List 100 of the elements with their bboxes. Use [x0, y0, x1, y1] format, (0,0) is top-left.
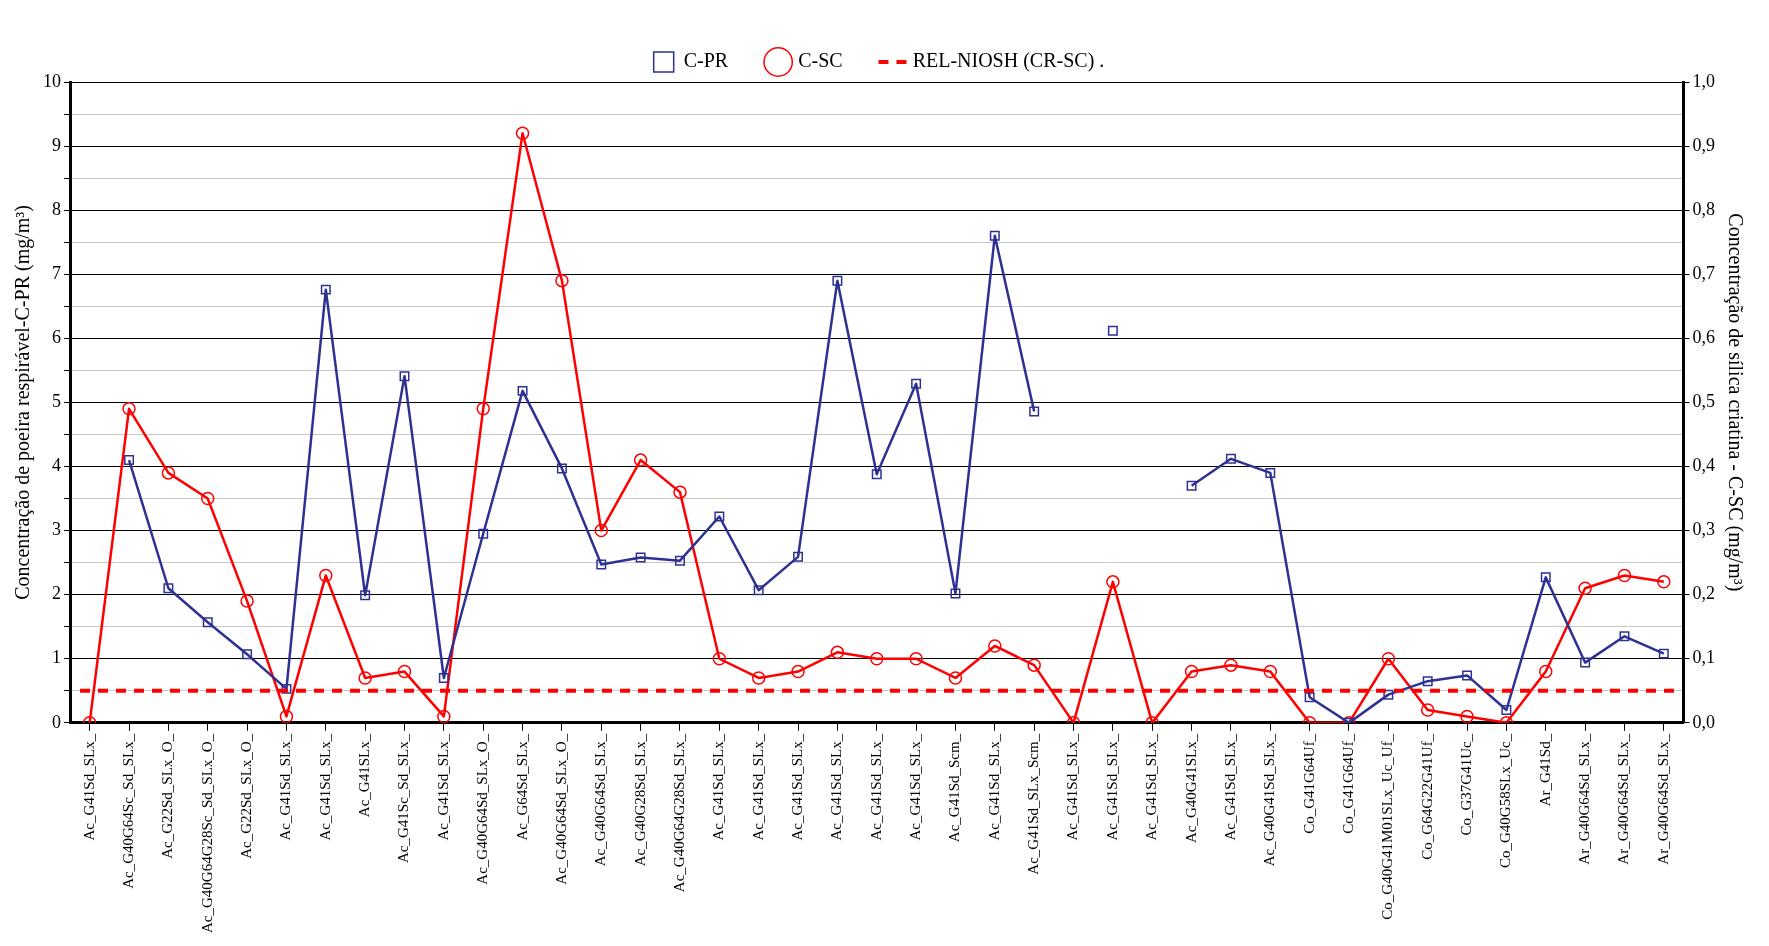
point [1578, 581, 1592, 596]
point [594, 523, 609, 538]
x-tick-label: Ac_G41Sd_SLx_ [434, 733, 451, 841]
point [1224, 658, 1238, 672]
legend-label: REL-NIOSH (CR-SC) . [912, 49, 1105, 73]
x-tick-label: Ac_G41Sd_SLx_ [316, 733, 333, 841]
x-tick-label: Ac_G41Sd_SLx_ [1064, 733, 1081, 841]
y2-tick-label: 0,3 [1692, 519, 1715, 540]
point [397, 664, 412, 679]
point [1462, 670, 1473, 681]
y-tick-label: 8 [52, 198, 61, 219]
point [556, 463, 567, 474]
point [476, 402, 490, 416]
x-tick-label: Ar_G40G64Sd_SLx_ [1615, 733, 1632, 865]
x-tick-label: Ac_G41Sd_SLx_ [828, 733, 845, 841]
point [478, 528, 489, 539]
x-tick-label: Ar_G40G64Sd_SLx_ [1654, 733, 1671, 865]
x-tick-label: Ac_G41Sd_SLx_ [1143, 733, 1160, 841]
point [1265, 467, 1276, 478]
x-tick-label: Ac_G41Sd_SLx_ [907, 733, 924, 841]
point [832, 275, 843, 286]
y-tick-label: 3 [52, 519, 61, 540]
point [161, 466, 176, 480]
y-tick-label: 4 [52, 455, 61, 476]
x-tick-label: Co_G41G64Uf_ [1300, 733, 1317, 834]
point [437, 709, 451, 723]
point [1263, 664, 1278, 679]
point [674, 555, 685, 566]
x-tick-label: Co_G40G58SLx_Uc_ [1497, 733, 1514, 868]
x-tick-label: Ac_G41Sd_SLx_ [277, 733, 294, 841]
x-tick-label: Ac_G40G41Sd_SLx_ [1261, 733, 1278, 867]
x-tick-label: Ac_G41Sc_Sd_SLx_ [395, 733, 412, 863]
y-tick-label: 2 [52, 583, 61, 604]
point [517, 385, 528, 396]
x-tick-label: Ac_G40G64G28Sd_SLx_ [670, 733, 687, 893]
point [1658, 648, 1669, 659]
point [1460, 709, 1474, 723]
y2-axis-title: Concentração de sílica criatina - C-SC (mg/m³) [1723, 213, 1747, 592]
y-tick-label: 7 [52, 262, 61, 283]
point [791, 664, 805, 679]
point [1539, 664, 1553, 679]
y2-tick-label: 0,5 [1692, 391, 1715, 412]
point [635, 552, 646, 563]
x-tick-label: Ac_G40G64Sd_SLx_O_ [474, 733, 491, 885]
x-tick-label: Ac_G41Sd_Scm_ [946, 733, 963, 843]
x-tick-label: Co_G64G22G41Uf_ [1418, 733, 1435, 860]
point [1420, 703, 1435, 717]
legend-label: C-PR [683, 49, 729, 72]
point [555, 273, 569, 288]
point [124, 455, 135, 466]
y2-tick-label: 0,6 [1692, 327, 1715, 348]
x-tick-label: Co_G37G41Uc_ [1457, 733, 1474, 836]
point [319, 568, 333, 583]
y2-tick-label: 0,7 [1692, 262, 1715, 283]
point [1027, 658, 1041, 672]
x-tick-label: Co_G41G64Uf_ [1339, 733, 1356, 834]
x-tick-label: Ac_G41Sd_SLx_ [867, 733, 884, 841]
y2-tick-label: 0,1 [1692, 647, 1715, 668]
x-tick-label: Ac_G41Sd_SLx_ [1221, 733, 1238, 841]
y2-tick-label: 0,9 [1692, 134, 1715, 155]
x-tick-label: Ac_G40G41SLx_ [1182, 733, 1199, 843]
point [830, 645, 845, 660]
y2-tick-label: 0,2 [1692, 583, 1715, 604]
y-tick-label: 0 [52, 711, 61, 732]
y-axis-title: Concentração de poeira respirável-C-PR (mg/m³) [11, 205, 35, 600]
point [281, 683, 292, 694]
y2-tick-label: 0,8 [1692, 198, 1715, 219]
point [1225, 453, 1236, 464]
x-tick-label: Ac_G40G64Sc_Sd_SLx_ [119, 733, 136, 889]
point [1422, 676, 1433, 687]
point [870, 652, 884, 666]
y2-tick-label: 0,4 [1692, 455, 1715, 476]
point [122, 402, 136, 416]
x-tick-label: Ac_G40G64G28Sc_Sd_SLx_O_ [198, 733, 215, 933]
point [1304, 692, 1315, 703]
y-tick-label: 6 [52, 327, 61, 348]
point [438, 672, 449, 683]
point [948, 671, 963, 685]
point [871, 469, 882, 480]
x-tick-label: Ac_G41Sd_SLx_ [80, 733, 97, 841]
y-tick-label: 10 [43, 70, 61, 91]
legend-label: C-SC [798, 49, 843, 72]
point [1540, 572, 1551, 583]
x-tick-label: Ac_G41Sd_SLx_ [985, 733, 1002, 841]
point [596, 559, 607, 570]
x-tick-label: Ac_G41Sd_SLx_ [788, 733, 805, 841]
x-tick-label: Ac_G22Sd_SLx_O_ [238, 733, 255, 859]
point [909, 652, 923, 666]
point [1617, 568, 1632, 583]
point [988, 639, 1002, 653]
y-tick-label: 1 [52, 647, 61, 668]
x-tick-label: Ac_G40G64Sd_SLx_O_ [552, 733, 569, 885]
point [911, 378, 922, 389]
point [950, 588, 961, 599]
point [1106, 575, 1120, 589]
point [240, 594, 254, 608]
point [753, 585, 764, 596]
point [202, 617, 213, 628]
x-tick-label: Co_G40G41M01SLx_Uc_Uf_ [1379, 733, 1396, 920]
point [633, 453, 648, 467]
